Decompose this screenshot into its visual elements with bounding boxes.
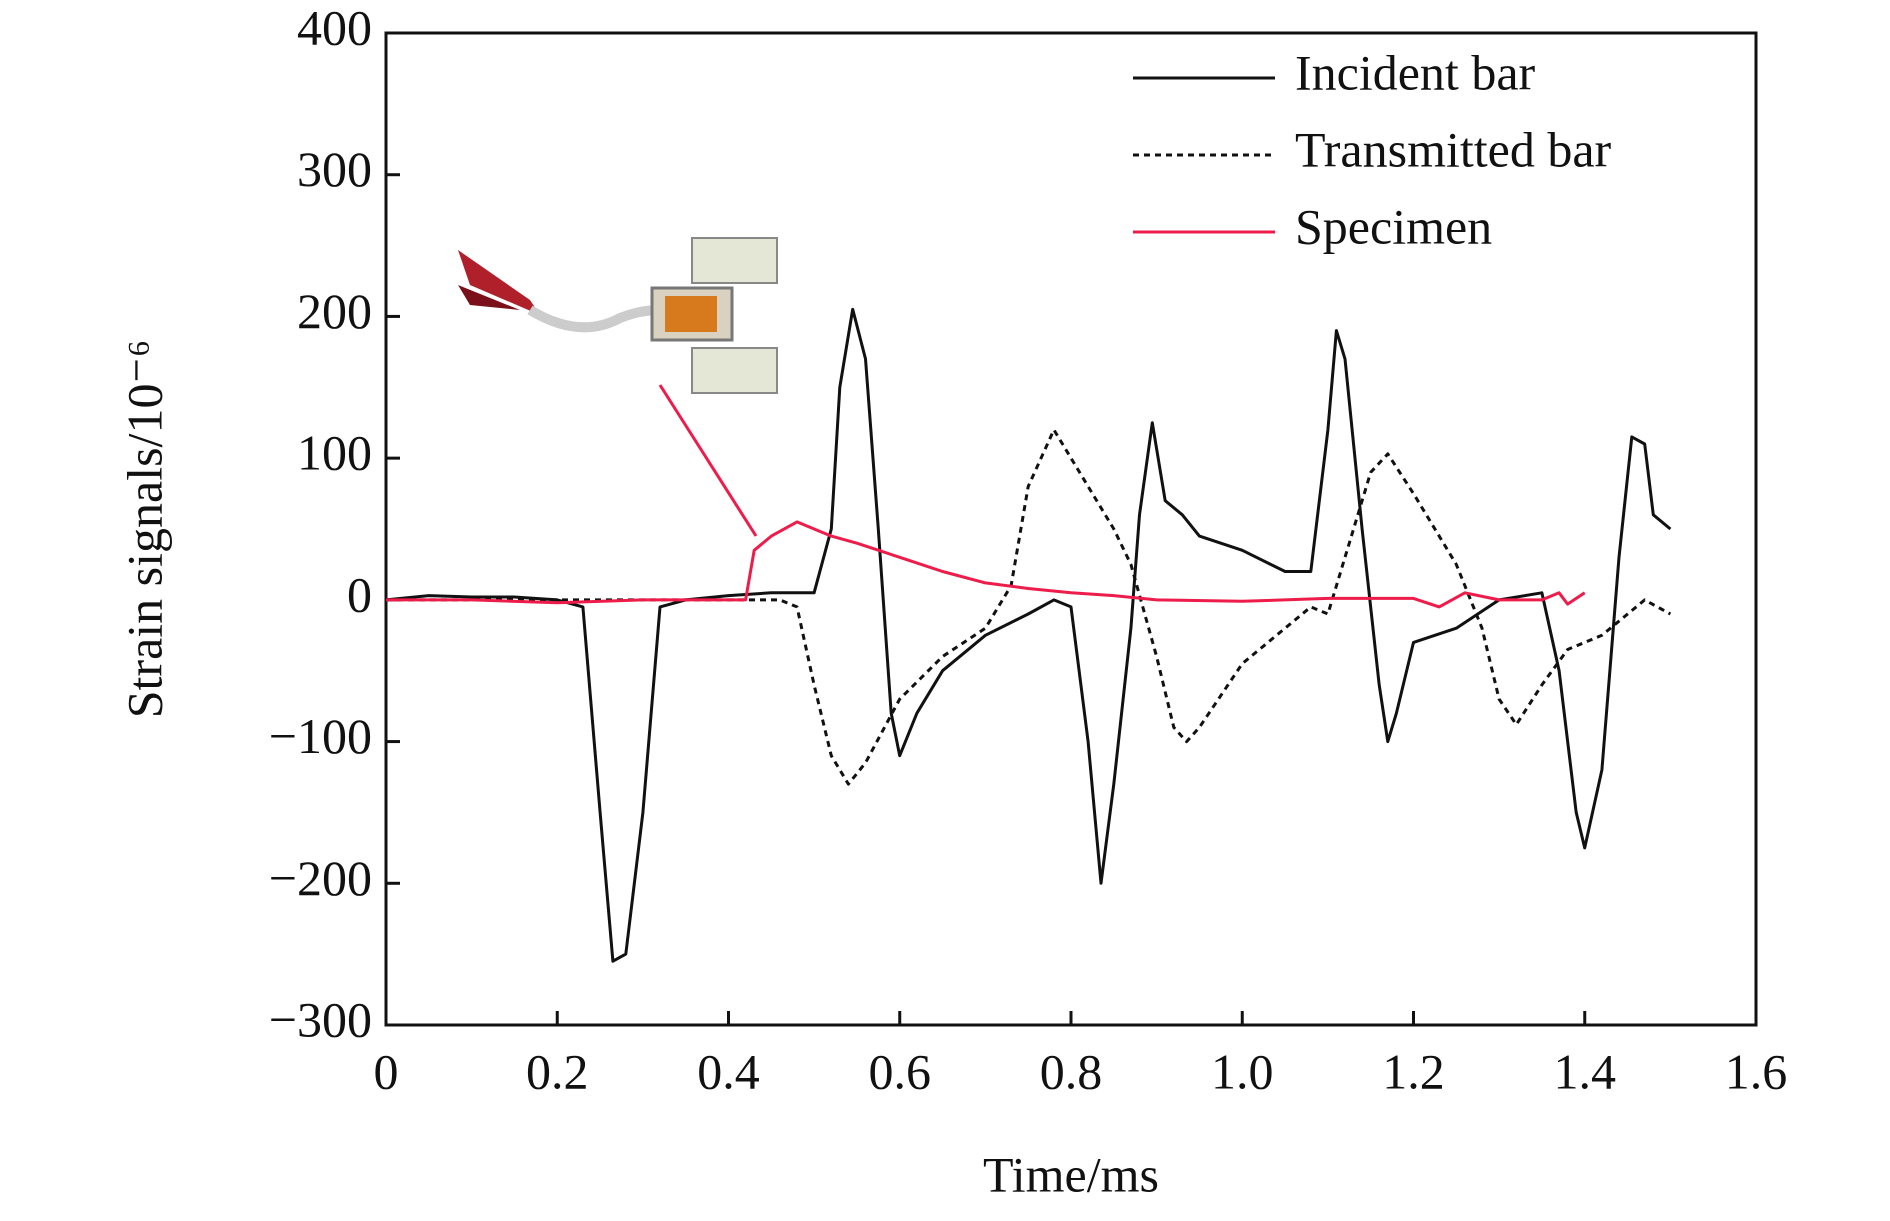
y-tick-label: 200 [297, 283, 372, 339]
x-tick-label: 0.4 [697, 1043, 760, 1099]
x-tick-label: 0.6 [869, 1043, 932, 1099]
y-tick-label: −200 [269, 850, 372, 906]
y-axis-label: Strain signals/10⁻⁶ [116, 340, 172, 719]
x-tick-label: 1.2 [1382, 1043, 1445, 1099]
y-tick-label: 0 [347, 566, 372, 622]
y-tick-label: 400 [297, 0, 372, 55]
x-tick-label: 1.4 [1554, 1043, 1617, 1099]
legend-label: Specimen [1295, 198, 1492, 254]
x-tick-label: 1.0 [1211, 1043, 1274, 1099]
legend-label: Incident bar [1295, 44, 1536, 100]
y-tick-label: 100 [297, 425, 372, 481]
x-tick-label: 0.8 [1040, 1043, 1103, 1099]
specimen-inset [458, 237, 778, 537]
legend-label: Transmitted bar [1295, 121, 1612, 177]
x-tick-label: 1.6 [1725, 1043, 1788, 1099]
series-line [386, 428, 1672, 786]
series-line [385, 307, 1672, 963]
x-tick-label: 0.2 [526, 1043, 589, 1099]
y-tick-label: −100 [269, 708, 372, 764]
y-tick-label: 300 [297, 141, 372, 197]
plot-frame [384, 31, 1758, 1027]
series-line [386, 520, 1586, 609]
x-tick-label: 0 [374, 1043, 399, 1099]
y-tick-label: −300 [269, 991, 372, 1047]
x-axis-label: Time/ms [983, 1146, 1159, 1202]
